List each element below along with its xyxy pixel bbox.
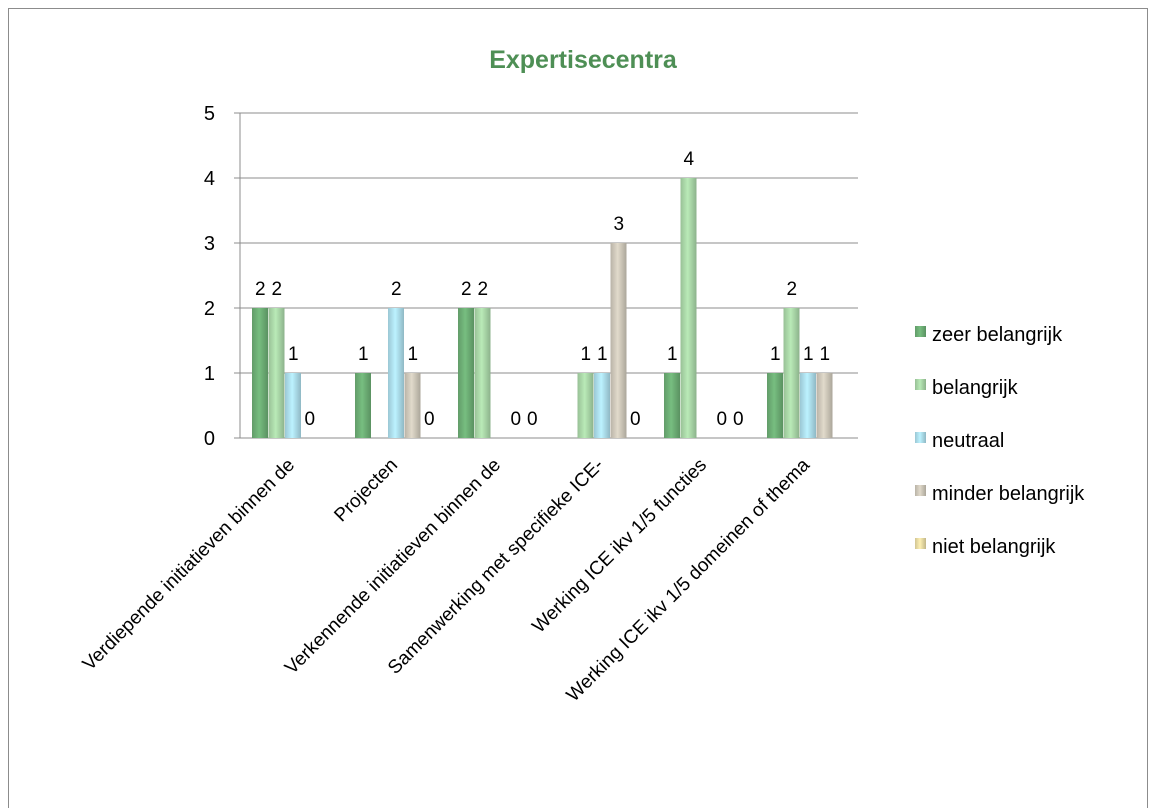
bar <box>577 373 594 438</box>
legend: zeer belangrijk belangrijk neutraal minder … <box>915 324 1085 558</box>
x-tick-label: Werking ICE ikv 1/5 functies <box>528 455 711 638</box>
legend-label: zeer belangrijk <box>932 324 1063 346</box>
legend-swatch <box>915 379 926 390</box>
data-label: 1 <box>770 344 781 365</box>
chart-title: Expertisecentra <box>489 46 678 74</box>
data-label: 1 <box>597 344 608 365</box>
bar <box>816 373 833 438</box>
data-label: 1 <box>407 344 418 365</box>
data-label: 0 <box>424 409 435 430</box>
legend-swatch <box>915 485 926 496</box>
gridlines <box>234 112 858 439</box>
x-tick-label: Verkennende initiatieven binnen de <box>281 455 505 679</box>
legend-swatch <box>915 326 926 337</box>
data-label: 0 <box>630 409 641 430</box>
y-axis: 0 1 2 3 4 5 <box>204 103 215 450</box>
data-label: 1 <box>358 344 369 365</box>
data-label: 0 <box>733 409 744 430</box>
x-tick-label: Projecten <box>330 455 402 527</box>
y-tick-label: 4 <box>204 168 215 190</box>
bar <box>285 373 301 438</box>
y-tick-label: 5 <box>204 103 215 125</box>
bar <box>404 373 421 438</box>
bar <box>680 178 697 438</box>
data-label: 2 <box>255 279 266 300</box>
bar <box>594 373 610 438</box>
legend-label: minder belangrijk <box>932 483 1085 505</box>
bar <box>800 373 816 438</box>
data-label: 0 <box>527 409 538 430</box>
y-tick-label: 1 <box>204 363 215 385</box>
data-label: 1 <box>803 344 814 365</box>
data-label: 2 <box>461 279 472 300</box>
x-tick-label: Samenwerking met specifieke ICE- <box>384 455 608 679</box>
data-label: 3 <box>613 214 624 235</box>
bar <box>783 308 800 438</box>
data-label: 1 <box>819 344 830 365</box>
data-label: 2 <box>271 279 282 300</box>
data-label: 0 <box>510 409 521 430</box>
x-tick-label: Werking ICE ikv 1/5 domeinen of thema <box>563 454 815 706</box>
data-label: 2 <box>477 279 488 300</box>
data-label: 0 <box>716 409 727 430</box>
bar <box>458 308 474 438</box>
legend-swatch <box>915 538 926 549</box>
x-tick-label: Verdiepende initiatieven binnen de <box>79 455 299 675</box>
data-label: 1 <box>667 344 678 365</box>
y-tick-label: 3 <box>204 233 215 255</box>
bar <box>664 373 680 438</box>
bar <box>767 373 783 438</box>
data-label: 2 <box>786 279 797 300</box>
x-axis: Verdiepende initiatieven binnen de Projec… <box>79 454 815 706</box>
data-label: 4 <box>683 149 694 170</box>
legend-label: belangrijk <box>932 377 1019 399</box>
legend-swatch <box>915 432 926 443</box>
bar <box>355 373 371 438</box>
y-tick-label: 2 <box>204 298 215 320</box>
y-tick-label: 0 <box>204 428 215 450</box>
data-label: 1 <box>580 344 591 365</box>
bar <box>268 308 285 438</box>
bars <box>252 178 833 438</box>
bar <box>474 308 491 438</box>
data-label: 0 <box>304 409 315 430</box>
legend-label: neutraal <box>932 430 1004 452</box>
legend-label: niet belangrijk <box>932 536 1056 558</box>
data-label: 2 <box>391 279 402 300</box>
bar <box>252 308 268 438</box>
data-label: 1 <box>288 344 299 365</box>
bar <box>388 308 404 438</box>
bar <box>610 243 627 438</box>
